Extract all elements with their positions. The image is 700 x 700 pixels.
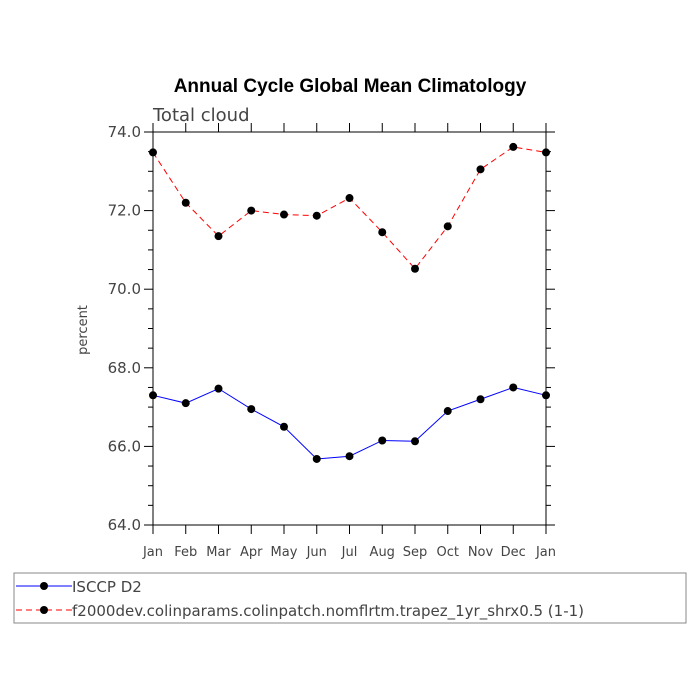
- x-tick-label: Jan: [142, 545, 163, 560]
- x-tick-label: Jan: [535, 545, 556, 560]
- series-2-point: [312, 211, 321, 220]
- y-axis-label: percent: [76, 305, 91, 355]
- y-tick-label: 72.0: [108, 202, 141, 220]
- x-tick-label: Jun: [306, 545, 327, 560]
- x-tick-label: Dec: [501, 545, 526, 560]
- series-2-point: [411, 264, 419, 273]
- y-tick-label: 70.0: [108, 280, 141, 298]
- series-2-point: [247, 206, 256, 215]
- x-tick-label: Oct: [437, 545, 459, 560]
- series-1-point: [247, 405, 256, 414]
- series-2-point: [476, 165, 485, 174]
- x-tick-label: May: [271, 545, 298, 560]
- x-tick-label: Aug: [370, 545, 395, 560]
- x-tick-label: Nov: [468, 545, 494, 560]
- series-line-1: [152, 386, 547, 460]
- series-1-point: [149, 391, 157, 400]
- series-2-point: [345, 194, 354, 203]
- chart-title: Annual Cycle Global Mean Climatology: [174, 76, 527, 97]
- x-tick-label: Mar: [206, 545, 231, 560]
- legend-label-2: f2000dev.colinparams.colinpatch.nomflrtm…: [72, 602, 584, 621]
- series-line-2: [152, 146, 547, 270]
- series-2-point: [181, 198, 190, 207]
- y-tick-label: 64.0: [108, 516, 141, 534]
- series-2-point: [214, 232, 223, 241]
- legend-box: [13, 572, 687, 624]
- series-1-point: [509, 383, 518, 392]
- series-1-point: [443, 407, 452, 416]
- series-2-point: [509, 142, 518, 151]
- plot-frame: [152, 131, 547, 526]
- series-2-point: [542, 148, 550, 157]
- series-2-point: [378, 228, 387, 237]
- series-1-point: [542, 391, 550, 400]
- series-2-point: [443, 222, 452, 231]
- y-tick-label: 66.0: [108, 437, 141, 455]
- series-1-point: [181, 399, 190, 408]
- series-1-point: [345, 452, 354, 461]
- series-1-point: [378, 436, 387, 445]
- x-tick-label: Sep: [403, 545, 428, 560]
- y-tick-label: 74.0: [108, 123, 141, 141]
- x-tick-label: Apr: [240, 545, 263, 560]
- series-1-point: [312, 454, 321, 463]
- series-1-point: [280, 422, 288, 431]
- series-1-point: [476, 395, 485, 404]
- x-tick-label: Jul: [341, 545, 358, 560]
- legend-label-1: ISCCP D2: [72, 578, 142, 596]
- chart-subtitle: Total cloud: [152, 105, 250, 126]
- legend-marker-1: [40, 582, 48, 590]
- series-1-point: [411, 437, 419, 446]
- series-2-point: [149, 148, 157, 157]
- x-tick-label: Feb: [174, 545, 197, 560]
- y-tick-label: 68.0: [108, 359, 141, 377]
- plot-area: 64.0 66.0 68.0 70.0 72.0 74.0 Jan Feb Mar Apr May J…: [108, 123, 556, 560]
- legend-marker-2: [40, 606, 48, 614]
- legend: ISCCP D2 f2000dev.colinparams.colinpatch.…: [13, 572, 687, 624]
- series-2-point: [280, 210, 288, 219]
- series-1-point: [214, 384, 223, 393]
